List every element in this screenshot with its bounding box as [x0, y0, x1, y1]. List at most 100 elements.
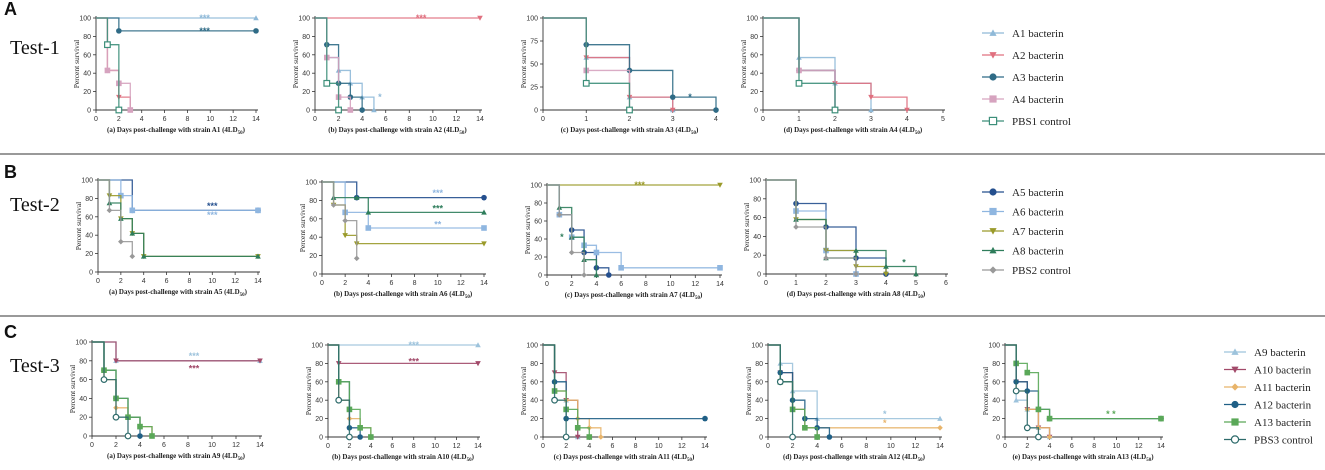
- data-point-A9: [475, 342, 481, 348]
- x-tick-label: 12: [912, 443, 920, 450]
- x-axis-label-main: (d) Days post-challenge with strain A4 (…: [784, 126, 915, 134]
- legend-label-PBS1: PBS1 control: [1012, 116, 1071, 128]
- significance-label: ***: [432, 204, 443, 214]
- series-line-A6: [322, 181, 484, 229]
- series-line-A1: [543, 17, 674, 110]
- x-tick-label: 14: [254, 278, 262, 285]
- data-point-A10: [257, 358, 263, 364]
- data-point-A3: [713, 107, 719, 113]
- data-point-A6: [255, 207, 261, 214]
- y-tick-label: 80: [83, 34, 91, 41]
- significance-label: ***: [207, 201, 218, 211]
- series-line-A4: [96, 17, 131, 110]
- significance-label: *: [688, 92, 692, 102]
- x-tick-label: 3: [671, 116, 675, 123]
- y-tick-label: 60: [302, 52, 310, 59]
- data-point-A13: [574, 425, 581, 431]
- x-tick-label: 8: [413, 280, 417, 287]
- y-tick-label: 60: [992, 379, 1000, 386]
- series-line-A11: [92, 341, 153, 436]
- y-axis-label: Percent survival: [981, 367, 990, 416]
- x-axis-label: (b) Days post-challenge with strain A6 (…: [334, 290, 473, 300]
- legend-label-A4: A4 bacterin: [1012, 94, 1064, 106]
- x-tick-label: 8: [185, 116, 189, 123]
- x-tick-label: 8: [1092, 443, 1096, 450]
- y-tick-label: 100: [530, 183, 542, 190]
- x-tick-label: 2: [791, 443, 795, 450]
- y-tick-label: 80: [85, 196, 93, 203]
- x-tick-label: 4: [714, 116, 718, 123]
- legend-marker-A6: [989, 207, 997, 216]
- significance-label: **: [434, 219, 442, 229]
- y-tick-label: 60: [309, 216, 317, 223]
- x-tick-label: 10: [655, 443, 663, 450]
- data-point-PBS3: [335, 396, 343, 404]
- y-tick-label: 40: [530, 398, 538, 405]
- x-tick-label: 4: [905, 116, 909, 123]
- x-tick-label: 6: [390, 443, 394, 450]
- x-axis-label: (a) Days post-challenge with strain A9 (…: [107, 452, 246, 462]
- y-tick-label: 0: [313, 272, 317, 279]
- y-tick-label: 20: [753, 253, 761, 260]
- significance-label: ***: [189, 363, 200, 373]
- x-tick-label: 8: [634, 443, 638, 450]
- data-point-A4: [347, 107, 354, 113]
- data-point-A7: [717, 182, 723, 188]
- data-point-A6: [481, 225, 487, 231]
- legend-a: A1 bacterin A2 bacterin A3 bacterin A4 bact…: [982, 28, 1071, 128]
- x-axis-label: (b) Days post-challenge with strain A2 (…: [328, 126, 467, 136]
- y-tick-label: 80: [755, 361, 763, 368]
- significance-label: ***: [416, 13, 427, 23]
- x-axis-label-main: (c) Days post-challenge with strain A7 (…: [565, 291, 695, 299]
- x-tick-label: 4: [138, 442, 142, 449]
- x-axis-label: (a) Days post-challenge with strain A5 (…: [109, 288, 248, 298]
- x-tick-label: 8: [407, 116, 411, 123]
- x-tick-label: 2: [570, 281, 574, 288]
- x-axis-label-main: (a) Days post-challenge with strain A1 (…: [107, 126, 238, 134]
- y-tick-label: 20: [750, 89, 758, 96]
- y-tick-label: 100: [988, 343, 1000, 350]
- significance-label: *: [883, 418, 887, 428]
- data-point-A10: [574, 434, 581, 440]
- x-axis-label-end: ): [700, 291, 703, 299]
- y-tick-label: 75: [530, 39, 538, 46]
- x-axis-label-subscript: 50: [687, 458, 693, 463]
- legend-label-PBS3: PBS3 control: [1254, 435, 1313, 447]
- y-tick-label: 100: [75, 340, 87, 347]
- y-tick-label: 100: [311, 343, 323, 350]
- x-tick-label: 6: [610, 443, 614, 450]
- x-axis-label-subscript: 50: [918, 458, 924, 463]
- x-tick-label: 6: [944, 280, 948, 287]
- data-point-A2: [904, 107, 910, 113]
- x-tick-label: 2: [117, 116, 121, 123]
- x-axis-label-end: ): [692, 453, 695, 461]
- y-axis-label: Percent survival: [523, 206, 532, 255]
- x-tick-label: 14: [252, 116, 260, 123]
- y-axis-label: Percent survival: [744, 367, 753, 416]
- y-tick-label: 60: [534, 219, 542, 226]
- y-tick-label: 60: [755, 379, 763, 386]
- data-point-A4: [127, 107, 134, 113]
- y-tick-label: 40: [534, 237, 542, 244]
- x-tick-label: 5: [914, 280, 918, 287]
- data-point-A2: [477, 15, 483, 21]
- y-tick-label: 0: [754, 108, 758, 115]
- y-tick-label: 80: [753, 196, 761, 203]
- x-tick-label: 4: [587, 443, 591, 450]
- x-tick-label: 10: [206, 116, 214, 123]
- x-axis-label: (c) Days post-challenge with strain A11 …: [554, 453, 695, 463]
- y-tick-label: 80: [534, 201, 542, 208]
- y-tick-label: 60: [315, 379, 323, 386]
- data-point-A7: [342, 233, 348, 239]
- data-point-PBS2: [853, 271, 859, 277]
- y-tick-label: 80: [750, 34, 758, 41]
- y-tick-label: 40: [755, 398, 763, 405]
- test-label-1: Test-1: [10, 37, 60, 59]
- y-tick-label: 100: [746, 16, 758, 23]
- x-tick-label: 4: [140, 116, 144, 123]
- x-tick-label: 4: [1048, 443, 1052, 450]
- x-tick-label: 12: [457, 280, 465, 287]
- x-tick-label: 8: [187, 278, 191, 285]
- significance-label: ***: [432, 188, 443, 198]
- data-point-PBS3: [1012, 387, 1020, 395]
